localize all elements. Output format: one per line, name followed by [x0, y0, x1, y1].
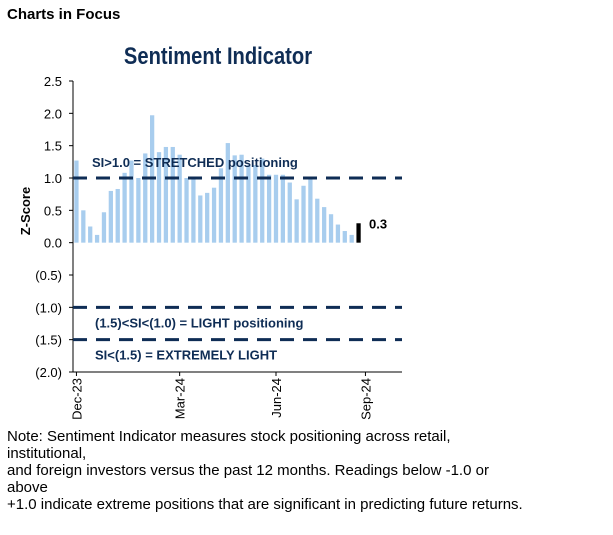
bar [205, 192, 210, 243]
bar [315, 198, 320, 243]
bar [101, 212, 107, 243]
bar [301, 185, 306, 243]
bar [198, 195, 203, 243]
chart-title: Sentiment Indicator [124, 42, 312, 69]
bar [211, 187, 217, 243]
bar-latest [356, 223, 361, 243]
bar [225, 143, 230, 243]
bar [94, 234, 100, 243]
page-header: Charts in Focus [7, 6, 121, 23]
bar [218, 168, 224, 243]
bar [322, 207, 327, 243]
reference-line-label: SI<(1.5) = EXTREMELY LIGHT [95, 348, 277, 363]
annotations: SI>1.0 = STRETCHED positioning (1.5)<SI<(… [92, 155, 387, 363]
bar [136, 178, 141, 243]
y-tick-label: (0.5) [35, 268, 62, 283]
bar [253, 165, 258, 243]
bar [143, 153, 148, 243]
bar [266, 174, 272, 243]
y-tick-label: 0.5 [44, 203, 62, 218]
note-line: Note: Sentiment Indicator measures stock… [7, 428, 451, 445]
reference-lines [73, 176, 402, 342]
latest-value-label: 0.3 [369, 216, 387, 231]
bar [239, 154, 244, 243]
bar [81, 210, 86, 243]
bar [273, 174, 279, 243]
bar [328, 214, 334, 243]
y-axis-label: Z-Score [18, 187, 33, 235]
bar [170, 146, 175, 243]
y-tick-label: 1.5 [44, 139, 62, 154]
bar [115, 188, 120, 243]
reference-line-label: SI>1.0 = STRETCHED positioning [92, 155, 298, 170]
axes: 2.5 2.0 1.5 1.0 0.5 0.0 (0.5) (1.0) (1.5) (2.0) De… [35, 74, 402, 420]
note-line: and foreign investors versus the past 12… [7, 462, 489, 479]
bar [287, 182, 292, 243]
footnote: Note: Sentiment Indicator measures stock… [7, 428, 607, 513]
note-line: +1.0 indicate extreme positions that are… [7, 496, 523, 513]
y-tick-label: 1.0 [44, 171, 62, 186]
bar [232, 155, 237, 243]
x-tick-label: Dec-23 [69, 378, 84, 420]
reference-line-label: (1.5)<SI<(1.0) = LIGHT positioning [95, 315, 303, 330]
bar [308, 179, 313, 243]
bar [335, 224, 341, 243]
y-tick-label: 2.0 [44, 106, 62, 121]
bar [156, 152, 162, 243]
bar [108, 190, 113, 243]
x-tick-label: Mar-24 [173, 378, 188, 419]
sentiment-indicator-chart: Sentiment Indicator Z-Score 2.5 2.0 1.5 1.0… [18, 42, 402, 420]
note-line: above [7, 479, 48, 496]
bar [294, 199, 299, 243]
bar [163, 146, 169, 243]
bar [88, 226, 93, 243]
y-tick-label: (1.0) [35, 300, 62, 315]
bar [184, 178, 189, 243]
x-tick-label: Jun-24 [269, 378, 284, 418]
bar [280, 174, 286, 243]
bar [177, 154, 182, 243]
bar [129, 160, 134, 243]
y-tick-label: (1.5) [35, 333, 62, 348]
bar [342, 231, 347, 243]
y-tick-label: 2.5 [44, 74, 62, 89]
bar [349, 234, 354, 243]
bar [74, 160, 79, 243]
x-tick-label: Sep-24 [358, 378, 373, 420]
bar [191, 178, 196, 243]
bar [260, 158, 265, 243]
y-tick-label: 0.0 [44, 236, 62, 251]
y-tick-label: (2.0) [35, 365, 62, 380]
bar [246, 165, 251, 243]
note-line: institutional, [7, 445, 87, 462]
bar [122, 172, 127, 243]
